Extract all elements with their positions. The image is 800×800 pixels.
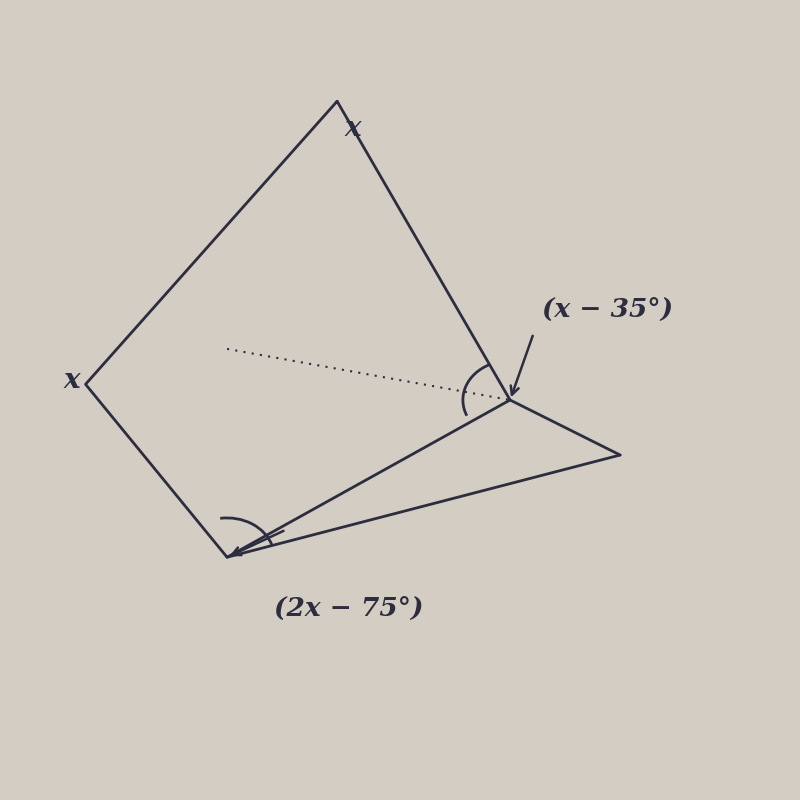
Text: (2x − 75°): (2x − 75°) — [274, 596, 424, 621]
Text: x: x — [345, 115, 361, 142]
Text: (x − 35°): (x − 35°) — [542, 297, 673, 322]
Text: x: x — [63, 367, 80, 394]
